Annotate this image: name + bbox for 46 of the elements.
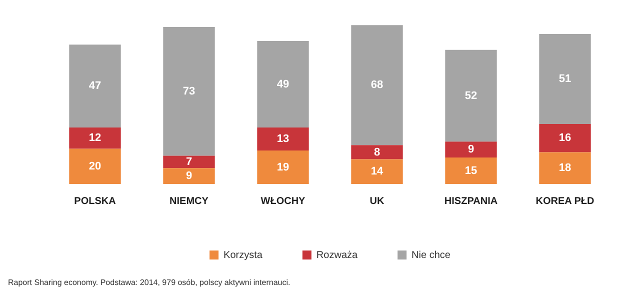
bar [539,124,591,152]
bar [539,152,591,184]
bar [351,145,403,160]
bar [351,25,403,146]
x-tick-label: HISZPANIA [444,196,498,207]
x-tick-label: WŁOCHY [260,196,306,207]
bar [257,41,309,128]
data-label: 9 [468,144,474,156]
data-label: 52 [464,90,478,102]
data-label: 7 [186,156,192,168]
bar [163,156,215,168]
data-label: 51 [558,73,572,86]
text: Raport Sharing economy. Podstawa: 2014, 979 osób, polscy aktywni internauci. [8,278,292,287]
data-label: 16 [558,132,572,144]
data-label: 14 [370,166,384,178]
bar [257,128,309,150]
x-tick-label: UK [370,196,385,207]
bar [351,159,403,184]
data-label: 18 [558,162,572,174]
legend-label: Korzysta [224,250,263,261]
x-tick-label: NIEMCY [170,196,209,207]
legend-label: Rozważa [316,250,358,261]
bar [539,34,591,124]
data-label: 20 [88,160,102,172]
bar [257,150,309,184]
data-label: 8 [374,146,380,158]
data-label: 9 [186,170,192,182]
bar [445,142,497,158]
bar [69,44,121,128]
bar [69,148,121,184]
data-label: 49 [276,78,290,90]
data-label: 68 [370,79,384,92]
bar [69,128,121,149]
data-label: 12 [88,132,102,144]
x-tick-label: POLSKA [74,196,116,207]
bar [163,168,215,184]
bar [163,26,215,156]
x-tick-label: KOREA PŁD [536,196,594,207]
bar [445,50,497,142]
data-label: 13 [276,133,290,146]
legend-label: Nie chce [412,250,451,261]
data-label: 15 [464,164,478,177]
data-label: 19 [276,161,290,174]
data-label: 73 [182,85,196,98]
bar [445,158,497,184]
data-label: 47 [88,80,102,92]
